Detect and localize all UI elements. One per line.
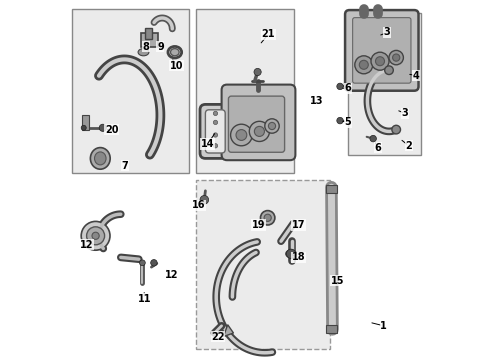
Circle shape xyxy=(254,126,265,136)
Circle shape xyxy=(359,60,368,69)
FancyBboxPatch shape xyxy=(200,104,231,158)
Bar xyxy=(326,325,337,333)
Text: 17: 17 xyxy=(292,220,305,230)
Bar xyxy=(145,28,152,39)
Circle shape xyxy=(213,120,218,125)
Text: 22: 22 xyxy=(211,332,225,342)
Circle shape xyxy=(213,133,218,137)
Circle shape xyxy=(254,68,261,76)
Circle shape xyxy=(140,260,145,266)
Text: 13: 13 xyxy=(310,96,324,106)
Circle shape xyxy=(81,221,110,250)
Text: 21: 21 xyxy=(262,29,275,39)
Text: 3: 3 xyxy=(384,27,391,37)
Circle shape xyxy=(371,52,389,70)
Circle shape xyxy=(269,122,275,130)
Text: 2: 2 xyxy=(405,141,412,151)
Text: 1: 1 xyxy=(380,321,387,331)
Circle shape xyxy=(261,211,275,225)
Text: 5: 5 xyxy=(344,117,351,127)
Circle shape xyxy=(370,135,376,142)
Text: 10: 10 xyxy=(170,60,183,71)
Bar xyxy=(347,13,421,155)
Text: 6: 6 xyxy=(375,143,382,153)
FancyBboxPatch shape xyxy=(221,85,295,160)
Text: 15: 15 xyxy=(331,276,344,286)
Polygon shape xyxy=(223,325,233,337)
Text: 4: 4 xyxy=(413,71,419,81)
Circle shape xyxy=(213,111,218,116)
Ellipse shape xyxy=(286,250,296,258)
Circle shape xyxy=(231,124,252,146)
Ellipse shape xyxy=(90,148,110,169)
Circle shape xyxy=(151,260,157,266)
Circle shape xyxy=(265,119,279,133)
Ellipse shape xyxy=(95,152,106,165)
FancyBboxPatch shape xyxy=(353,18,411,83)
Circle shape xyxy=(81,125,86,130)
Circle shape xyxy=(87,227,104,245)
Text: 18: 18 xyxy=(292,252,305,262)
FancyBboxPatch shape xyxy=(205,110,225,153)
Circle shape xyxy=(385,66,393,75)
Text: 7: 7 xyxy=(122,161,128,171)
FancyBboxPatch shape xyxy=(228,96,285,152)
Circle shape xyxy=(236,130,247,140)
Circle shape xyxy=(286,249,296,258)
Text: 6: 6 xyxy=(344,83,351,93)
Circle shape xyxy=(389,50,403,65)
Text: 9: 9 xyxy=(157,42,164,52)
Circle shape xyxy=(337,117,343,124)
Text: 19: 19 xyxy=(252,220,266,230)
Circle shape xyxy=(392,54,400,61)
Text: 16: 16 xyxy=(192,200,205,210)
Bar xyxy=(196,180,330,349)
Bar xyxy=(196,9,294,173)
FancyBboxPatch shape xyxy=(345,10,418,91)
Ellipse shape xyxy=(138,49,149,56)
Text: 12: 12 xyxy=(80,240,94,250)
Circle shape xyxy=(99,124,106,131)
Circle shape xyxy=(355,56,373,74)
Circle shape xyxy=(392,125,400,134)
Circle shape xyxy=(249,121,270,141)
Circle shape xyxy=(92,232,99,239)
Circle shape xyxy=(375,57,385,66)
Circle shape xyxy=(337,83,343,90)
Bar xyxy=(81,115,90,130)
Text: 12: 12 xyxy=(165,270,178,280)
Text: 11: 11 xyxy=(138,294,151,304)
Text: 8: 8 xyxy=(143,42,149,52)
Bar xyxy=(141,33,158,47)
Ellipse shape xyxy=(171,49,179,56)
Bar xyxy=(326,185,337,193)
Text: 20: 20 xyxy=(105,125,119,135)
Circle shape xyxy=(200,195,209,204)
Text: 3: 3 xyxy=(402,108,409,118)
Bar xyxy=(72,9,189,173)
Circle shape xyxy=(264,214,271,221)
Text: 14: 14 xyxy=(201,139,214,149)
Circle shape xyxy=(213,144,218,148)
